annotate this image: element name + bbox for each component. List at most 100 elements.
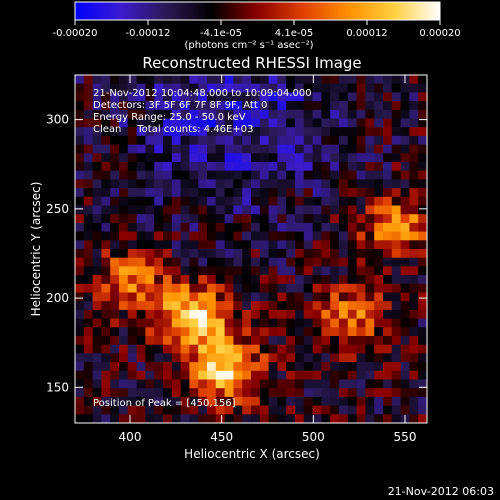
heatmap-cell — [259, 370, 270, 381]
heatmap-cell — [356, 101, 366, 111]
heatmap-cell — [268, 127, 278, 137]
heatmap-cell — [224, 388, 234, 398]
heatmap-cell — [215, 327, 226, 337]
heatmap-cell — [110, 75, 120, 85]
heatmap-cell — [136, 240, 146, 250]
heatmap-cell — [251, 405, 261, 415]
heatmap-cell — [277, 135, 287, 146]
heatmap-cell — [286, 336, 296, 346]
heatmap-cell — [75, 327, 85, 337]
heatmap-cell — [198, 292, 208, 302]
heatmap-cell — [207, 249, 217, 259]
heatmap-cell — [110, 336, 120, 346]
heatmap-cell — [224, 127, 234, 137]
heatmap-cell — [356, 336, 366, 346]
heatmap-cell — [180, 344, 190, 354]
heatmap-cell — [383, 75, 393, 85]
heatmap-cell — [163, 327, 173, 337]
heatmap-cell — [92, 179, 102, 189]
heatmap-cell — [286, 344, 296, 354]
heatmap-cell — [365, 222, 375, 233]
heatmap-cell — [101, 170, 111, 180]
heatmap-cell — [321, 396, 331, 407]
heatmap-cell — [136, 318, 146, 328]
heatmap-cell — [119, 257, 129, 267]
heatmap-cell — [189, 388, 199, 398]
heatmap-cell — [145, 144, 155, 154]
heatmap-cell — [233, 275, 243, 285]
heatmap-cell — [154, 257, 164, 267]
heatmap-cell — [215, 162, 226, 172]
heatmap-cell — [374, 153, 384, 163]
heatmap-cell — [330, 353, 340, 363]
heatmap-cell — [295, 388, 305, 398]
heatmap-cell — [312, 283, 322, 294]
heatmap-cell — [110, 92, 120, 102]
heatmap-cell — [339, 153, 349, 163]
heatmap-cell — [268, 309, 278, 320]
heatmap-cell — [189, 196, 199, 207]
heatmap-cell — [409, 240, 419, 250]
heatmap-cell — [365, 344, 375, 354]
heatmap-cell — [356, 83, 366, 93]
heatmap-cell — [374, 301, 384, 311]
heatmap-cell — [110, 379, 120, 389]
heatmap-cell — [83, 266, 94, 276]
heatmap-cell — [268, 231, 278, 241]
heatmap-cell — [330, 118, 340, 128]
heatmap-cell — [295, 135, 305, 146]
heatmap-cell — [154, 188, 164, 198]
heatmap-cell — [268, 249, 278, 259]
colorbar-units: (photons cm⁻² s⁻¹ asec⁻²) — [184, 40, 313, 51]
heatmap-cell — [101, 301, 111, 311]
heatmap-cell — [83, 127, 94, 137]
heatmap-cell — [154, 396, 164, 407]
heatmap-cell — [83, 135, 94, 146]
heatmap-cell — [163, 353, 173, 363]
heatmap-cell — [75, 396, 85, 407]
heatmap-cell — [215, 222, 226, 233]
heatmap-cell — [224, 144, 234, 154]
heatmap-cell — [242, 396, 252, 407]
heatmap-cell — [277, 266, 287, 276]
heatmap-cell — [400, 353, 410, 363]
heatmap-cell — [303, 257, 314, 267]
heatmap-cell — [365, 153, 375, 163]
heatmap-cell — [110, 353, 120, 363]
heatmap-cell — [83, 188, 94, 198]
heatmap-cell — [400, 318, 410, 328]
heatmap-cell — [242, 414, 252, 423]
heatmap-cell — [207, 362, 217, 372]
heatmap-cell — [145, 318, 155, 328]
heatmap-cell — [233, 344, 243, 354]
heatmap-cell — [251, 109, 261, 120]
heatmap-cell — [127, 231, 138, 241]
heatmap-cell — [295, 240, 305, 250]
heatmap-cell — [418, 179, 427, 189]
heatmap-cell — [198, 249, 208, 259]
heatmap-cell — [259, 336, 270, 346]
heatmap-cell — [171, 249, 182, 259]
heatmap-cell — [215, 370, 226, 381]
heatmap-cell — [127, 144, 138, 154]
heatmap-cell — [110, 231, 120, 241]
heatmap-cell — [110, 266, 120, 276]
heatmap-cell — [136, 231, 146, 241]
heatmap-cell — [339, 353, 349, 363]
heatmap-cell — [365, 240, 375, 250]
heatmap-cell — [233, 257, 243, 267]
heatmap-cell — [207, 370, 217, 381]
heatmap-cell — [136, 196, 146, 207]
heatmap-cell — [356, 283, 366, 294]
heatmap-cell — [92, 231, 102, 241]
heatmap-cell — [215, 240, 226, 250]
heatmap-cell — [277, 222, 287, 233]
heatmap-cell — [277, 292, 287, 302]
heatmap-cell — [409, 362, 419, 372]
heatmap-cell — [207, 327, 217, 337]
heatmap-cell — [180, 205, 190, 215]
heatmap-cell — [154, 362, 164, 372]
heatmap-cell — [215, 309, 226, 320]
heatmap-cell — [242, 388, 252, 398]
